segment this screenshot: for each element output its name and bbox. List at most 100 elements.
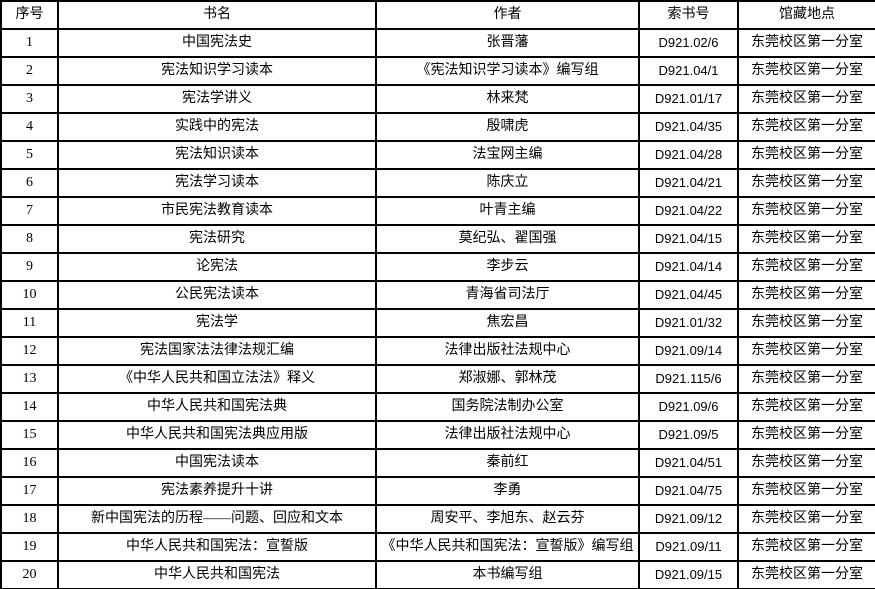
cell-author: 陈庆立	[375, 168, 640, 198]
header-row: 序号 书名 作者 索书号 馆藏地点	[0, 0, 875, 30]
header-call-number: 索书号	[638, 0, 739, 30]
cell-author: 叶青主编	[375, 196, 640, 226]
cell-location: 东莞校区第一分室	[737, 196, 875, 226]
cell-call-number: D921.09/15	[638, 560, 739, 589]
cell-call-number: D921.02/6	[638, 28, 739, 58]
cell-call-number: D921.115/6	[638, 364, 739, 394]
cell-author: 莫纪弘、翟国强	[375, 224, 640, 254]
cell-author: 周安平、李旭东、赵云芬	[375, 504, 640, 534]
cell-serial-number: 12	[0, 336, 59, 366]
table-row: 7 市民宪法教育读本 叶青主编 D921.04/22 东莞校区第一分室	[0, 196, 875, 226]
cell-book-title: 中华人民共和国宪法典应用版	[57, 420, 377, 450]
cell-book-title: 新中国宪法的历程——问题、回应和文本	[57, 504, 377, 534]
cell-author: 法宝网主编	[375, 140, 640, 170]
cell-call-number: D921.04/22	[638, 196, 739, 226]
table-row: 20 中华人民共和国宪法 本书编写组 D921.09/15 东莞校区第一分室	[0, 560, 875, 589]
cell-call-number: D921.09/6	[638, 392, 739, 422]
cell-location: 东莞校区第一分室	[737, 532, 875, 562]
table-row: 18 新中国宪法的历程——问题、回应和文本 周安平、李旭东、赵云芬 D921.0…	[0, 504, 875, 534]
cell-author: 国务院法制办公室	[375, 392, 640, 422]
table-body: 1 中国宪法史 张晋藩 D921.02/6 东莞校区第一分室 2 宪法知识学习读…	[0, 28, 875, 589]
cell-call-number: D921.04/28	[638, 140, 739, 170]
cell-location: 东莞校区第一分室	[737, 140, 875, 170]
table-row: 16 中国宪法读本 秦前红 D921.04/51 东莞校区第一分室	[0, 448, 875, 478]
cell-serial-number: 15	[0, 420, 59, 450]
cell-call-number: D921.04/45	[638, 280, 739, 310]
cell-author: 殷啸虎	[375, 112, 640, 142]
cell-call-number: D921.04/35	[638, 112, 739, 142]
cell-book-title: 宪法素养提升十讲	[57, 476, 377, 506]
cell-serial-number: 7	[0, 196, 59, 226]
cell-serial-number: 10	[0, 280, 59, 310]
cell-serial-number: 13	[0, 364, 59, 394]
cell-author: 李勇	[375, 476, 640, 506]
table-row: 12 宪法国家法法律法规汇编 法律出版社法规中心 D921.09/14 东莞校区…	[0, 336, 875, 366]
cell-call-number: D921.04/75	[638, 476, 739, 506]
cell-location: 东莞校区第一分室	[737, 476, 875, 506]
cell-serial-number: 1	[0, 28, 59, 58]
cell-book-title: 宪法学讲义	[57, 84, 377, 114]
cell-location: 东莞校区第一分室	[737, 560, 875, 589]
header-serial-number: 序号	[0, 0, 59, 30]
table-row: 10 公民宪法读本 青海省司法厅 D921.04/45 东莞校区第一分室	[0, 280, 875, 310]
table-row: 11 宪法学 焦宏昌 D921.01/32 东莞校区第一分室	[0, 308, 875, 338]
cell-location: 东莞校区第一分室	[737, 448, 875, 478]
cell-location: 东莞校区第一分室	[737, 252, 875, 282]
cell-book-title: 宪法学习读本	[57, 168, 377, 198]
cell-serial-number: 3	[0, 84, 59, 114]
cell-author: 林来梵	[375, 84, 640, 114]
cell-author: 焦宏昌	[375, 308, 640, 338]
cell-location: 东莞校区第一分室	[737, 56, 875, 86]
cell-author: 法律出版社法规中心	[375, 420, 640, 450]
cell-serial-number: 4	[0, 112, 59, 142]
header-book-title: 书名	[57, 0, 377, 30]
table-row: 13 《中华人民共和国立法法》释义 郑淑娜、郭林茂 D921.115/6 东莞校…	[0, 364, 875, 394]
cell-location: 东莞校区第一分室	[737, 28, 875, 58]
cell-call-number: D921.01/32	[638, 308, 739, 338]
cell-location: 东莞校区第一分室	[737, 504, 875, 534]
table-row: 19 中华人民共和国宪法：宣誓版 《中华人民共和国宪法：宣誓版》编写组 D921…	[0, 532, 875, 562]
header-author: 作者	[375, 0, 640, 30]
cell-location: 东莞校区第一分室	[737, 224, 875, 254]
cell-call-number: D921.09/12	[638, 504, 739, 534]
cell-location: 东莞校区第一分室	[737, 308, 875, 338]
cell-author: 青海省司法厅	[375, 280, 640, 310]
table-row: 5 宪法知识读本 法宝网主编 D921.04/28 东莞校区第一分室	[0, 140, 875, 170]
cell-location: 东莞校区第一分室	[737, 168, 875, 198]
cell-book-title: 中华人民共和国宪法：宣誓版	[57, 532, 377, 562]
cell-book-title: 中华人民共和国宪法典	[57, 392, 377, 422]
cell-call-number: D921.04/21	[638, 168, 739, 198]
cell-book-title: 宪法学	[57, 308, 377, 338]
table-row: 9 论宪法 李步云 D921.04/14 东莞校区第一分室	[0, 252, 875, 282]
cell-author: 秦前红	[375, 448, 640, 478]
cell-call-number: D921.01/17	[638, 84, 739, 114]
cell-serial-number: 16	[0, 448, 59, 478]
cell-call-number: D921.04/51	[638, 448, 739, 478]
cell-serial-number: 11	[0, 308, 59, 338]
table-row: 1 中国宪法史 张晋藩 D921.02/6 东莞校区第一分室	[0, 28, 875, 58]
cell-location: 东莞校区第一分室	[737, 336, 875, 366]
cell-serial-number: 20	[0, 560, 59, 589]
cell-call-number: D921.04/15	[638, 224, 739, 254]
cell-serial-number: 19	[0, 532, 59, 562]
cell-serial-number: 8	[0, 224, 59, 254]
cell-location: 东莞校区第一分室	[737, 84, 875, 114]
cell-location: 东莞校区第一分室	[737, 280, 875, 310]
table-row: 17 宪法素养提升十讲 李勇 D921.04/75 东莞校区第一分室	[0, 476, 875, 506]
cell-call-number: D921.04/1	[638, 56, 739, 86]
cell-author: 《中华人民共和国宪法：宣誓版》编写组	[375, 532, 640, 562]
cell-author: 李步云	[375, 252, 640, 282]
cell-book-title: 市民宪法教育读本	[57, 196, 377, 226]
cell-author: 张晋藩	[375, 28, 640, 58]
cell-serial-number: 5	[0, 140, 59, 170]
table-row: 2 宪法知识学习读本 《宪法知识学习读本》编写组 D921.04/1 东莞校区第…	[0, 56, 875, 86]
cell-author: 本书编写组	[375, 560, 640, 589]
cell-serial-number: 18	[0, 504, 59, 534]
cell-book-title: 宪法国家法法律法规汇编	[57, 336, 377, 366]
cell-call-number: D921.09/11	[638, 532, 739, 562]
cell-location: 东莞校区第一分室	[737, 364, 875, 394]
cell-book-title: 中国宪法读本	[57, 448, 377, 478]
table-row: 3 宪法学讲义 林来梵 D921.01/17 东莞校区第一分室	[0, 84, 875, 114]
